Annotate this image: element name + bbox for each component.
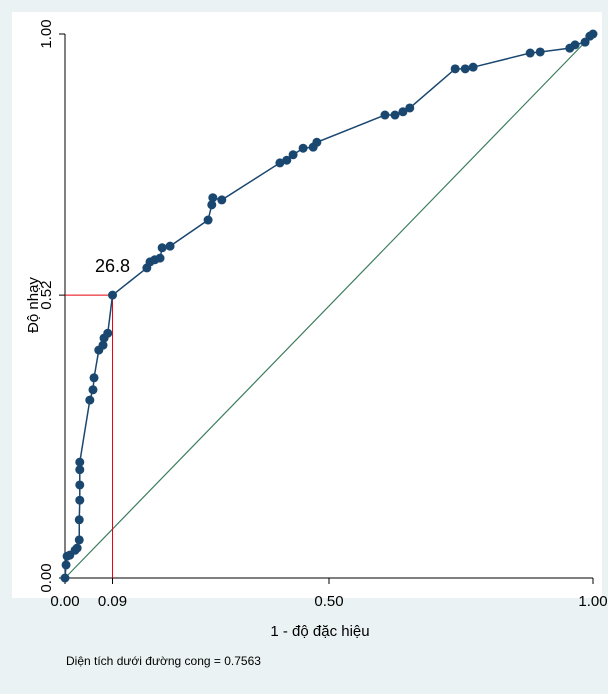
roc-point: [98, 340, 108, 350]
x-axis-title: 1 - độ đặc hiệu: [270, 623, 369, 640]
roc-point: [312, 137, 322, 147]
roc-point: [165, 241, 175, 251]
roc-point: [103, 328, 113, 338]
roc-point: [60, 573, 70, 583]
roc-point: [588, 29, 598, 39]
roc-point: [88, 385, 98, 395]
roc-point: [288, 150, 298, 160]
roc-point: [390, 110, 400, 120]
roc-point: [74, 515, 84, 525]
roc-point: [75, 495, 85, 505]
roc-point: [155, 253, 165, 263]
roc-point: [75, 480, 85, 490]
y-tick-label: 0.00: [38, 563, 55, 592]
roc-point: [405, 103, 415, 113]
x-tick-label: 0.09: [98, 593, 127, 610]
cutoff-label: 26.8: [95, 256, 130, 276]
roc-point: [85, 395, 95, 405]
x-tick-label: 0.50: [314, 593, 343, 610]
roc-point: [207, 200, 217, 210]
roc-point: [157, 243, 167, 253]
roc-point: [203, 215, 213, 225]
roc-point: [108, 290, 118, 300]
roc-point: [72, 543, 82, 553]
x-tick-label: 1.00: [578, 593, 607, 610]
y-tick-label: 0.52: [38, 281, 55, 310]
roc-point: [275, 158, 285, 168]
roc-point: [535, 47, 545, 57]
roc-point: [75, 457, 85, 467]
roc-point: [460, 64, 470, 74]
roc-point: [450, 64, 460, 74]
y-axis-title: Độ nhạy: [25, 277, 42, 333]
roc-point: [89, 373, 99, 383]
roc-point: [298, 143, 308, 153]
roc-point: [398, 107, 408, 117]
y-tick-label: 1.00: [38, 19, 55, 48]
roc-point: [208, 193, 218, 203]
plot-background: [12, 12, 602, 598]
reference-line: [64, 33, 594, 579]
roc-point: [468, 62, 478, 72]
roc-point: [74, 535, 84, 545]
roc-point: [75, 465, 85, 475]
x-tick-label: 0.00: [50, 593, 79, 610]
roc-point: [61, 560, 71, 570]
roc-point: [525, 48, 535, 58]
roc-point: [380, 110, 390, 120]
roc-point: [217, 195, 227, 205]
note: Diện tích dưới đường cong = 0.7563: [66, 654, 261, 668]
roc-point: [282, 155, 292, 165]
roc-point: [570, 40, 580, 50]
